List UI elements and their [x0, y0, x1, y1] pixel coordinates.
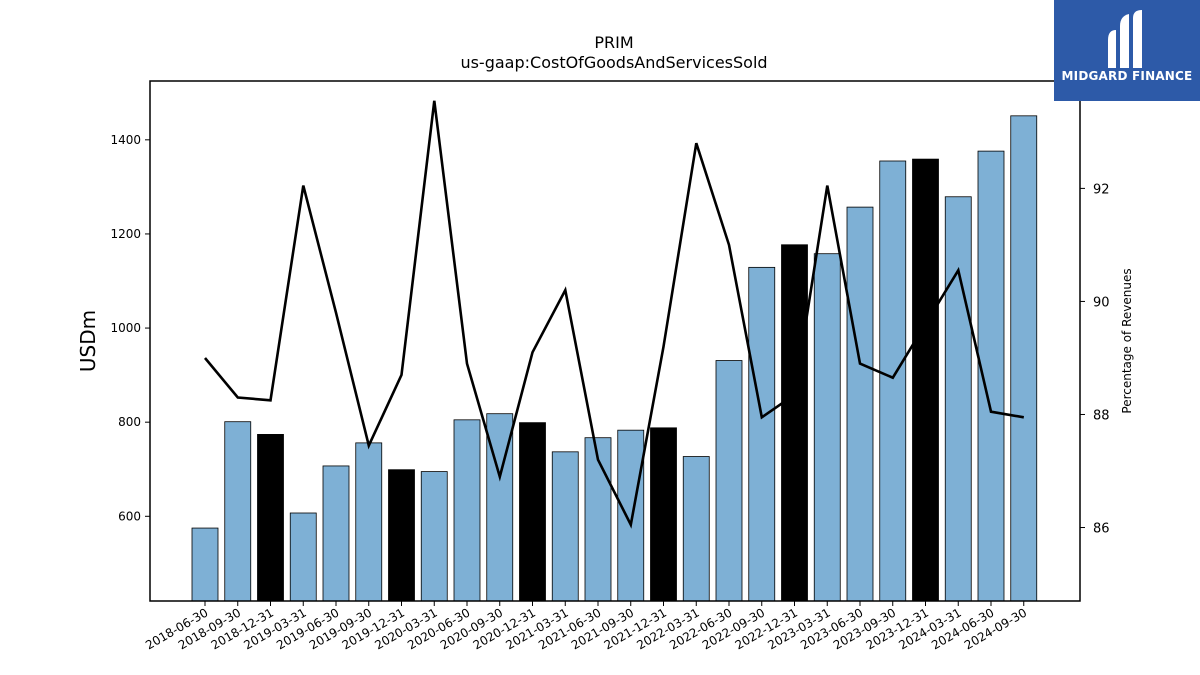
bar-2021-06-30 — [584, 437, 612, 602]
bar-2024-09-30 — [1010, 115, 1038, 602]
y-axis-left: 600 800 1000 1200 1400 — [110, 133, 150, 523]
line-group — [203, 100, 1025, 529]
bar-2021-12-31 — [650, 427, 677, 602]
y-axis-label-right: Percentage of Revenues — [1120, 268, 1134, 413]
y-tick-label-right: 90 — [1093, 295, 1110, 310]
chart-title: PRIM — [594, 33, 633, 52]
logo-text: MIDGARD FINANCE — [1061, 69, 1193, 83]
y-axis-label-left: USDm — [76, 310, 100, 372]
bar-2023-06-30 — [846, 206, 874, 602]
bar-2022-12-31 — [781, 244, 808, 602]
y-tick-label-left: 600 — [118, 509, 141, 523]
y-tick-label-left: 1400 — [110, 133, 141, 147]
bar-2024-03-31 — [944, 196, 972, 602]
bar-2022-03-31 — [682, 456, 710, 602]
bar-2023-09-30 — [879, 160, 907, 602]
y-axis-right: 86 88 90 92 — [1080, 182, 1110, 537]
bar-2019-03-31 — [289, 512, 317, 602]
bar-2021-03-31 — [551, 451, 579, 602]
bar-2020-03-31 — [420, 471, 448, 602]
y-tick-label-right: 88 — [1093, 408, 1110, 423]
line-series — [203, 100, 1025, 529]
bar-2023-03-31 — [813, 253, 841, 602]
x-axis: 2018-06-302018-09-302018-12-312019-03-31… — [143, 601, 1029, 652]
brand-logo: MIDGARD FINANCE — [1054, 0, 1200, 101]
bar-2022-09-30 — [748, 266, 776, 602]
bar-2019-09-30 — [355, 442, 383, 602]
bar-2018-06-30 — [191, 527, 219, 602]
y-tick-label-left: 1000 — [110, 321, 141, 335]
y-tick-label-right: 92 — [1093, 182, 1110, 197]
bar-2022-06-30 — [715, 360, 743, 602]
y-tick-label-left: 800 — [118, 415, 141, 429]
bar-2021-09-30 — [617, 429, 645, 602]
logo-mark-icon — [1108, 10, 1142, 68]
bars-group — [191, 115, 1038, 602]
bar-2018-12-31 — [257, 434, 284, 602]
chart-subtitle: us-gaap:CostOfGoodsAndServicesSold — [460, 53, 767, 72]
bar-2019-06-30 — [322, 465, 350, 602]
y-tick-label-right: 86 — [1093, 522, 1110, 537]
bar-2019-12-31 — [388, 469, 415, 602]
bar-2020-06-30 — [453, 419, 481, 602]
bar-2023-12-31 — [912, 158, 939, 602]
bar-2020-12-31 — [519, 422, 546, 602]
y-tick-label-left: 1200 — [110, 227, 141, 241]
bar-2018-09-30 — [224, 421, 252, 602]
plot-frame — [149, 80, 1081, 602]
